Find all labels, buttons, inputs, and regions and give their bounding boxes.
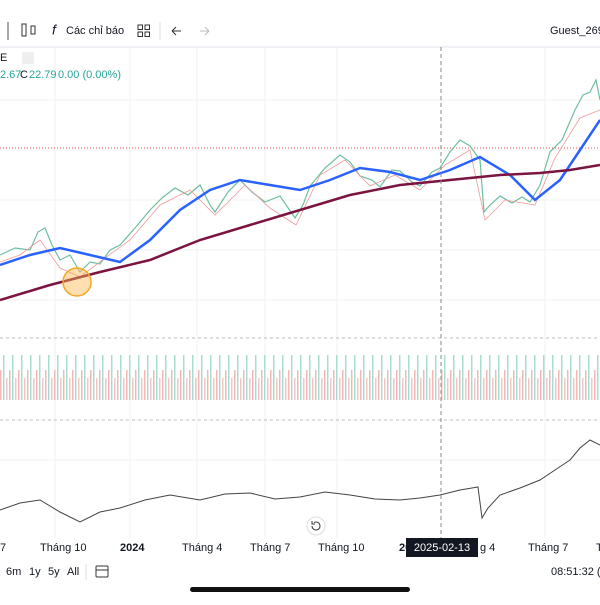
range-bar: 6m 1y 5y All 08:51:32 (U bbox=[6, 564, 600, 580]
range-button[interactable]: All bbox=[67, 566, 79, 578]
time-label: g 4 bbox=[480, 542, 495, 554]
fx-icon: f bbox=[52, 22, 58, 38]
undo-button[interactable] bbox=[171, 26, 181, 36]
price-series-down bbox=[0, 109, 600, 278]
range-button[interactable]: 1y bbox=[29, 566, 41, 578]
reset-button[interactable] bbox=[306, 516, 326, 536]
time-label: 2024 bbox=[120, 542, 145, 554]
indicator-line bbox=[0, 439, 600, 523]
home-indicator bbox=[190, 587, 410, 592]
clock: 08:51:32 (U bbox=[551, 566, 600, 578]
range-button[interactable]: 6m bbox=[6, 566, 21, 578]
crosshair-date: 2025-02-13 bbox=[414, 542, 470, 554]
time-label: Tháng 7 bbox=[528, 542, 568, 554]
reset-icon bbox=[311, 521, 321, 531]
volume-bars bbox=[0, 340, 600, 416]
moving-average-slow bbox=[0, 163, 600, 302]
user-name[interactable]: Guest_269 bbox=[550, 25, 600, 37]
chart-type-button[interactable] bbox=[21, 23, 36, 37]
time-label: Tháng 10 bbox=[318, 542, 364, 554]
legend-change: 0.00 (0.00%) bbox=[58, 69, 121, 81]
legend-prev: 2.67 bbox=[0, 69, 21, 81]
time-label: Tháng 10 bbox=[40, 542, 86, 554]
time-label: Tháng 4 bbox=[182, 542, 222, 554]
range-button[interactable]: 5y bbox=[48, 566, 60, 578]
indicators-button[interactable]: Các chỉ báo bbox=[66, 25, 124, 37]
time-label: 7 bbox=[0, 542, 6, 554]
time-label: T bbox=[596, 542, 600, 554]
legend-toggle[interactable] bbox=[22, 52, 34, 64]
redo-button[interactable] bbox=[200, 26, 210, 36]
grid bbox=[0, 47, 600, 538]
toolbar: f Các chỉ báo Guest_269 bbox=[0, 22, 600, 48]
date-range-button[interactable] bbox=[95, 565, 109, 578]
moving-average-fast bbox=[0, 119, 600, 267]
legend-close: 22.79 bbox=[29, 69, 57, 81]
time-axis: 7 Tháng 10 2024 Tháng 4 Tháng 7 Tháng 10… bbox=[0, 538, 600, 557]
time-label: Tháng 7 bbox=[250, 542, 290, 554]
price-series bbox=[0, 78, 600, 273]
legend-c-label: C bbox=[20, 69, 28, 81]
legend-symbol: E bbox=[0, 52, 7, 64]
layout-button[interactable] bbox=[137, 24, 150, 37]
highlight-marker bbox=[62, 267, 92, 297]
crosshair-date-box bbox=[406, 538, 478, 557]
